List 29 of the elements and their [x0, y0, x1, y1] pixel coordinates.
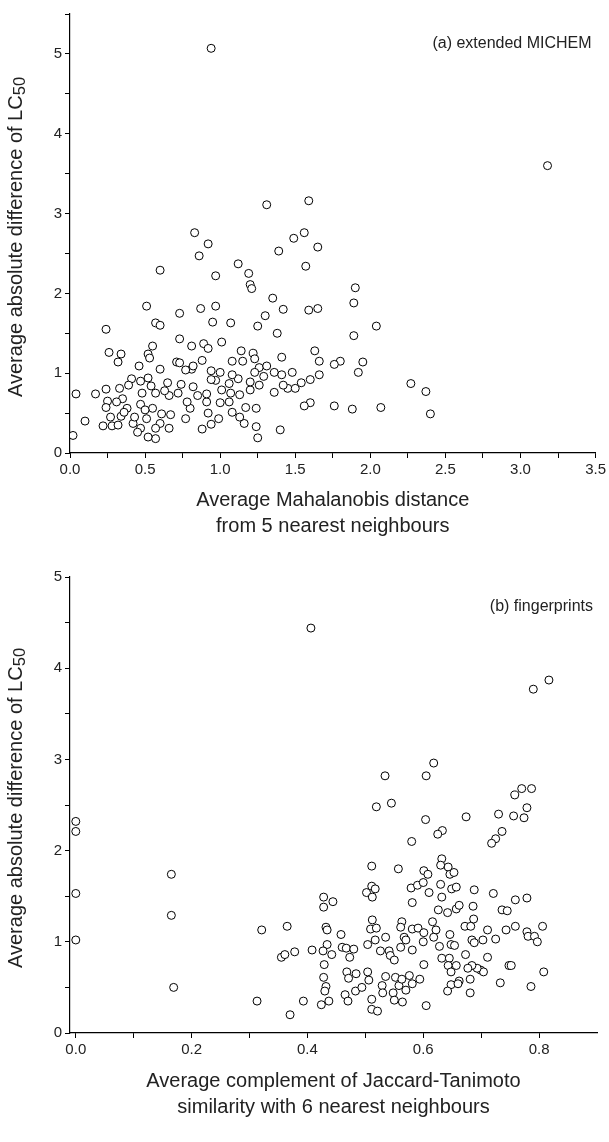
y-tick-label: 0 — [53, 1023, 62, 1041]
x-tick-label: 1.5 — [284, 460, 306, 478]
y-tick-label: 3 — [53, 749, 62, 767]
y-tick-label: 3 — [53, 203, 62, 221]
x-tick-label: 1.0 — [209, 460, 231, 478]
x-axis-title: Average complement of Jaccard-Tanimoto similarity with 6 nearest neighbours — [145, 1068, 522, 1119]
x-tick-label: 0.6 — [412, 1040, 434, 1058]
x-tick-label: 3.5 — [585, 460, 606, 478]
x-tick-label: 0.0 — [65, 1040, 87, 1058]
y-tick-label: 2 — [53, 283, 62, 301]
x-tick-label: 0.0 — [59, 460, 81, 478]
x-tick-label: 0.5 — [134, 460, 156, 478]
x-tick-label: 0.4 — [297, 1040, 318, 1058]
x-tick-label: 0.8 — [528, 1040, 550, 1058]
y-tick-label: 5 — [53, 567, 62, 585]
x-axis-title: Average Mahalanobis distance from 5 nearest neighbours — [195, 487, 471, 538]
x-tick-label: 2.0 — [359, 460, 381, 478]
annotation: (a) extended MICHEM — [432, 34, 592, 52]
y-tick-label: 0 — [53, 443, 62, 461]
y-tick-label: 4 — [53, 123, 62, 141]
y-tick-label: 1 — [53, 363, 62, 381]
x-tick-label: 2.5 — [434, 460, 456, 478]
y-tick-label: 5 — [53, 44, 62, 62]
y-tick-label: 1 — [53, 931, 62, 949]
y-tick-label: 4 — [53, 658, 62, 676]
x-tick-label: 3.0 — [510, 460, 531, 478]
y-tick-label: 2 — [53, 840, 62, 858]
annotation: (b) fingerprints — [489, 597, 593, 615]
x-tick-label: 0.2 — [181, 1040, 203, 1058]
